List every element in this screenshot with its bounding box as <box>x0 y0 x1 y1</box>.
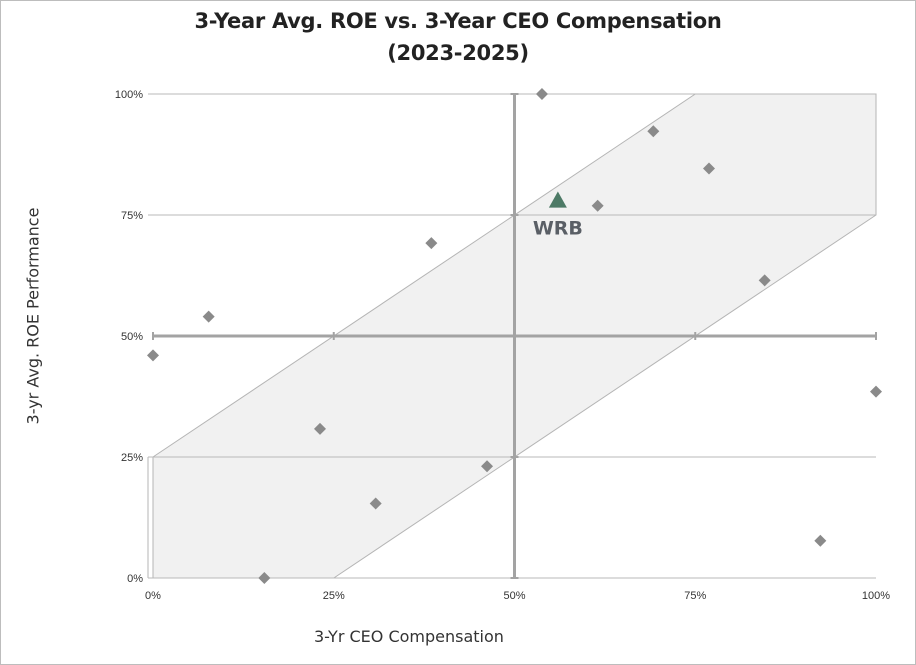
x-tick-label: 25% <box>323 590 345 602</box>
data-point-diamond <box>481 460 494 473</box>
y-tick-label: 100% <box>115 89 143 101</box>
data-point-diamond <box>758 274 771 287</box>
data-point-diamond <box>535 88 548 100</box>
data-point-diamond <box>258 572 271 584</box>
chart-title: 3-Year Avg. ROE vs. 3-Year CEO Compensat… <box>194 9 722 33</box>
y-tick-label: 0% <box>127 573 143 585</box>
y-tick-label: 25% <box>121 452 143 464</box>
y-tick-label: 50% <box>121 331 143 343</box>
x-tick-label: 0% <box>145 590 161 602</box>
data-point-diamond <box>314 422 327 435</box>
data-point-diamond <box>369 497 382 510</box>
chart-subtitle: (2023-2025) <box>387 41 529 65</box>
data-point-diamond <box>702 162 715 175</box>
data-point-highlight <box>548 191 567 208</box>
annotation-label: WRB <box>533 217 583 239</box>
data-point-diamond <box>647 125 660 138</box>
data-point-diamond <box>870 385 882 398</box>
x-tick-label: 75% <box>684 590 706 602</box>
y-tick-label: 75% <box>121 210 143 222</box>
data-point-diamond <box>591 199 604 212</box>
data-point-diamond <box>814 534 827 547</box>
data-point-diamond <box>147 349 159 362</box>
data-point-diamond <box>425 237 438 250</box>
y-axis-label: 3-yr Avg. ROE Performance <box>23 207 43 425</box>
x-tick-label: 50% <box>503 590 525 602</box>
x-tick-label: 100% <box>862 590 890 602</box>
data-point-diamond <box>202 310 215 323</box>
x-axis-label: 3-Yr CEO Compensation <box>314 627 504 646</box>
